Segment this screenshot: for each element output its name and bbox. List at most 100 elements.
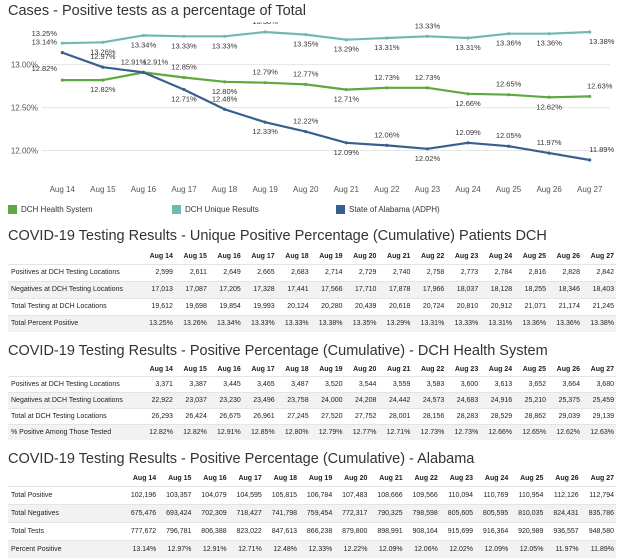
y-tick-label: 13.00%: [11, 61, 38, 70]
table-cell: 3,613: [480, 375, 515, 392]
legend-swatch-green: [8, 205, 17, 214]
table-2-title: COVID-19 Testing Results - Positive Perc…: [8, 343, 548, 359]
table-cell: 107,483: [334, 485, 370, 504]
data-point: [182, 87, 186, 92]
table-cell: 866,238: [299, 521, 335, 540]
table-row: Total Tests 777,672 796,781 806,388 823,…: [8, 521, 616, 540]
row-label: Total Negatives: [8, 503, 123, 522]
table-cell: 13.34%: [208, 314, 243, 332]
table-cell: 28,862: [514, 407, 549, 424]
table-cell: 3,680: [581, 375, 616, 392]
data-point: [60, 41, 64, 45]
col-header: Aug 26: [556, 253, 580, 261]
col-header: Aug 15: [168, 475, 192, 483]
data-label: 11.89%: [589, 145, 614, 154]
table-cell: 741,798: [263, 503, 300, 522]
x-tick-label: Aug 27: [577, 185, 603, 194]
col-header: Aug 17: [238, 475, 262, 483]
series-line: [62, 71, 590, 99]
table-cell: 12.06%: [404, 539, 440, 558]
col-header: Aug 16: [203, 475, 227, 483]
series-line: [62, 30, 590, 45]
chart-legend: DCH Health System DCH Unique Results Sta…: [0, 205, 624, 219]
table-cell: 18,255: [514, 280, 549, 298]
data-label: 12.09%: [455, 128, 481, 137]
table-cell: 2,599: [141, 263, 175, 281]
data-point: [588, 30, 592, 34]
table-cell: 110,094: [439, 485, 476, 504]
data-point: [263, 120, 267, 124]
col-header: Aug 23: [454, 365, 479, 373]
col-header: Aug 22: [420, 253, 445, 261]
table-cell: 105,815: [263, 485, 300, 504]
data-point: [60, 78, 64, 82]
col-header: Aug 20: [353, 253, 377, 261]
table-cell: 18,128: [480, 280, 515, 298]
legend-item-state-of-alabama: State of Alabama (ADPH): [336, 205, 440, 214]
table-header-row: Aug 14 Aug 15 Aug 16 Aug 17 Aug 18 Aug 1…: [8, 472, 616, 486]
table-cell: 17,205: [208, 280, 243, 298]
col-header: Aug 27: [590, 365, 614, 373]
row-label: Total Testing at DCH Locations: [8, 297, 141, 315]
data-label: 12.09%: [334, 148, 360, 157]
table-cell: 13.33%: [446, 314, 481, 332]
data-label: 12.22%: [293, 117, 319, 126]
col-header: Aug 19: [319, 365, 343, 373]
table-cell: 879,800: [334, 521, 370, 540]
table-cell: 13.26%: [174, 314, 209, 332]
legend-item-dch-health-system: DCH Health System: [8, 205, 93, 214]
table-cell: 916,364: [475, 521, 511, 540]
table-row: % Positive Among Those Tested 12.82% 12.…: [8, 423, 616, 440]
table-cell: 19,854: [208, 297, 243, 315]
table-cell: 26,675: [208, 407, 243, 424]
data-point: [547, 32, 551, 36]
table-cell: 12.71%: [228, 539, 264, 558]
table-cell: 2,683: [276, 263, 311, 281]
table-cell: 28,156: [412, 407, 447, 424]
table-cell: 11.97%: [545, 539, 581, 558]
table-cell: 26,293: [141, 407, 175, 424]
table-cell: 20,724: [412, 297, 447, 315]
table-cell: 835,786: [580, 503, 616, 522]
row-label: % Positive Among Those Tested: [8, 423, 141, 440]
table-cell: 29,039: [548, 407, 582, 424]
col-header: Aug 24: [488, 253, 513, 261]
data-point: [304, 82, 308, 86]
data-label: 12.65%: [496, 80, 522, 89]
table-cell: 12.77%: [344, 423, 379, 440]
table-cell: 2,816: [514, 263, 549, 281]
table-corner: [8, 472, 123, 486]
table-cell: 21,245: [581, 297, 616, 315]
table-cell: 806,388: [193, 521, 229, 540]
table-cell: 12.91%: [208, 423, 243, 440]
data-label: 12.71%: [334, 95, 360, 104]
data-point: [60, 51, 64, 55]
data-point: [425, 147, 430, 151]
table-cell: 3,559: [378, 375, 413, 392]
table-cell: 28,001: [378, 407, 413, 424]
table-cell: 13.35%: [344, 314, 379, 332]
data-label: 13.35%: [293, 40, 319, 49]
data-point: [304, 32, 308, 37]
table-cell: 17,087: [174, 280, 209, 298]
data-label: 13.33%: [171, 41, 197, 50]
table-cell: 17,441: [276, 280, 311, 298]
table-cell: 12.73%: [446, 423, 481, 440]
table-cell: 12.71%: [378, 423, 413, 440]
data-point: [344, 141, 348, 145]
table-cell: 17,013: [141, 280, 175, 298]
table-cell: 110,954: [510, 485, 546, 504]
data-point: [101, 78, 105, 82]
table-row: Total at DCH Testing Locations 26,293 26…: [8, 407, 616, 424]
col-header: Aug 15: [183, 253, 207, 261]
col-header: Aug 25: [522, 253, 547, 261]
table-cell: 3,387: [174, 375, 209, 392]
data-label: 12.91%: [121, 57, 147, 66]
table-cell: 23,037: [174, 391, 209, 408]
table-cell: 17,566: [310, 280, 345, 298]
table-cell: 19,698: [174, 297, 209, 315]
table-cell: 693,424: [158, 503, 194, 522]
data-label: 12.63%: [587, 81, 613, 90]
table-cell: 12.48%: [263, 539, 300, 558]
col-header: Aug 14: [132, 475, 157, 483]
